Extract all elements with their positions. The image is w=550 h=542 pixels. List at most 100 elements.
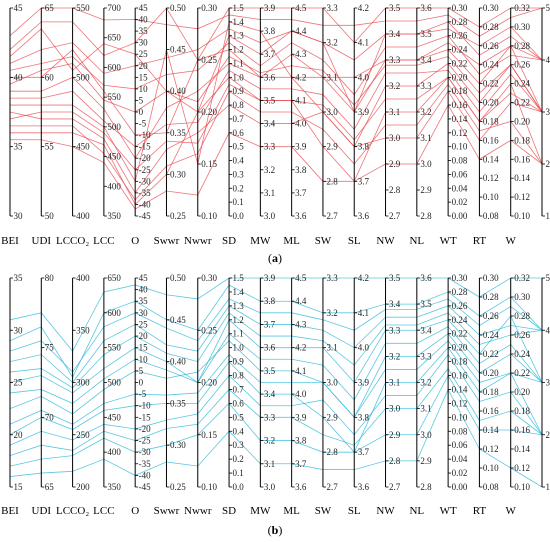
tick-label: 0.3 <box>233 169 245 179</box>
series-line <box>9 90 543 194</box>
tick-label: 30 <box>14 211 24 221</box>
tick-label: 1.5 <box>233 273 245 283</box>
tick-label: 3.4 <box>264 119 276 129</box>
series-line <box>9 333 543 419</box>
tick-label: 0.08 <box>452 156 468 166</box>
tick-label: 0.35 <box>170 128 186 138</box>
series-line <box>9 7 542 61</box>
tick-label: 2 <box>546 159 550 169</box>
tick-label: 0.04 <box>452 454 468 464</box>
axis-sw: 2.7 2.8 2.9 3.0 3.1 3.2 3.3 SW <box>315 273 339 517</box>
axis-label: RT <box>473 235 487 247</box>
tick-label: 0.28 <box>483 292 499 302</box>
tick-label: -10 <box>139 130 151 140</box>
tick-label: 400 <box>107 181 121 191</box>
tick-label: 0.00 <box>452 211 468 221</box>
tick-label: 35 <box>139 296 149 306</box>
tick-label: 35 <box>14 273 24 283</box>
tick-label: 0.22 <box>483 349 499 359</box>
tick-label: 1.1 <box>233 329 244 339</box>
tick-label: 5 <box>546 273 550 283</box>
tick-label: -30 <box>139 447 151 457</box>
tick-label: 0.18 <box>483 387 499 397</box>
series-line <box>9 298 543 373</box>
axis-sw: 2.7 2.8 2.9 3.0 3.1 3.2 3.3 SW <box>315 3 339 247</box>
axis-label: BEI <box>1 235 19 247</box>
tick-label: 0.15 <box>201 430 217 440</box>
axis-nw: 2.7 2.8 2.9 3.0 3.1 3.2 3.3 3.4 3.5 NW <box>376 3 400 247</box>
tick-label: 3.2 <box>264 436 275 446</box>
tick-label: 400 <box>76 211 90 221</box>
tick-label: 1 <box>546 211 550 221</box>
tick-label: 3.8 <box>295 165 307 175</box>
tick-label: 0.28 <box>483 22 499 32</box>
tick-label: 0.1 <box>233 468 244 478</box>
tick-label: 3.6 <box>264 343 276 353</box>
tick-label: 500 <box>107 378 121 388</box>
tick-label: 0.7 <box>233 114 245 124</box>
tick-label: 3.7 <box>295 459 307 469</box>
tick-label: 3.0 <box>420 159 432 169</box>
series-line <box>9 277 542 352</box>
tick-label: 3.8 <box>295 436 307 446</box>
tick-label: 0.32 <box>514 3 530 13</box>
tick-label: 0.24 <box>483 330 499 340</box>
panel-label: (a) <box>268 251 282 265</box>
tick-label: 3.3 <box>389 325 401 335</box>
tick-label: 3.2 <box>420 378 431 388</box>
tick-label: 1.4 <box>233 287 245 297</box>
tick-label: 0.26 <box>514 60 530 70</box>
tick-label: 1.5 <box>233 3 245 13</box>
tick-label: 3.8 <box>358 412 370 422</box>
tick-label: -15 <box>139 142 151 152</box>
tick-label: 200 <box>76 482 90 492</box>
tick-label: 0.22 <box>514 98 530 108</box>
tick-label: 0.18 <box>483 116 499 126</box>
tick-label: 0.28 <box>514 311 530 321</box>
series-line <box>9 340 543 425</box>
tick-label: 4.3 <box>295 49 307 59</box>
tick-label: 55 <box>45 142 55 152</box>
tick-label: 0.0 <box>233 211 245 221</box>
tick-label: 0.50 <box>170 3 186 13</box>
tick-label: 3.2 <box>264 165 275 175</box>
tick-label: 0.24 <box>514 79 530 89</box>
tick-label: 0.35 <box>170 398 186 408</box>
tick-label: 0.22 <box>452 58 468 68</box>
tick-label: 0.25 <box>201 325 217 335</box>
tick-label: -40 <box>139 470 151 480</box>
panel-a: 30354045BEI50556065UDI400450500550LCCO₂3… <box>1 3 550 265</box>
tick-label: 0.12 <box>514 192 530 202</box>
panel-label-letter: a <box>272 251 278 265</box>
axis-nwwr: 0.10 0.15 0.20 0.25 0.30 Nwwr <box>184 3 218 247</box>
tick-label: 3.3 <box>389 55 401 65</box>
axis-lcco: 400 450 500 550 LCCO₂ <box>56 3 90 247</box>
axis-ml: 3.6 3.7 3.8 3.9 4.0 4.1 4.2 4.3 4.4 4.5 ML <box>283 273 307 517</box>
tick-label: 5 <box>139 366 144 376</box>
tick-label: 3.9 <box>358 107 370 117</box>
tick-label: 550 <box>107 92 121 102</box>
tick-label: 4.0 <box>295 119 307 129</box>
axis-label: UDI <box>32 505 52 517</box>
tick-label: 4.1 <box>358 38 369 48</box>
axis-label: SL <box>348 505 361 517</box>
tick-label: 0.1 <box>233 197 244 207</box>
axis-sl: 3.6 3.7 3.8 3.9 4.0 4.1 4.2 SL <box>348 273 370 517</box>
axis-label: SW <box>315 505 332 517</box>
tick-label: 0.8 <box>233 100 245 110</box>
panel-label-open: ( <box>268 251 272 265</box>
tick-label: 3.6 <box>295 482 307 492</box>
tick-label: 0.25 <box>170 482 186 492</box>
series-line <box>9 374 543 467</box>
tick-label: 0.26 <box>483 41 499 51</box>
tick-label: 3 <box>546 107 550 117</box>
axis-nw: 2.7 2.8 2.9 3.0 3.1 3.2 3.3 3.4 3.5 NW <box>376 273 400 517</box>
axis-label: NW <box>376 505 395 517</box>
tick-label: 15 <box>14 482 24 492</box>
panel-label: (b) <box>268 523 283 537</box>
axis-lcc: 350 400 450 500 550 600 650 LCC <box>93 273 121 517</box>
tick-label: 3.2 <box>326 38 337 48</box>
tick-label: 0.30 <box>201 3 217 13</box>
tick-label: 0.30 <box>514 22 530 32</box>
